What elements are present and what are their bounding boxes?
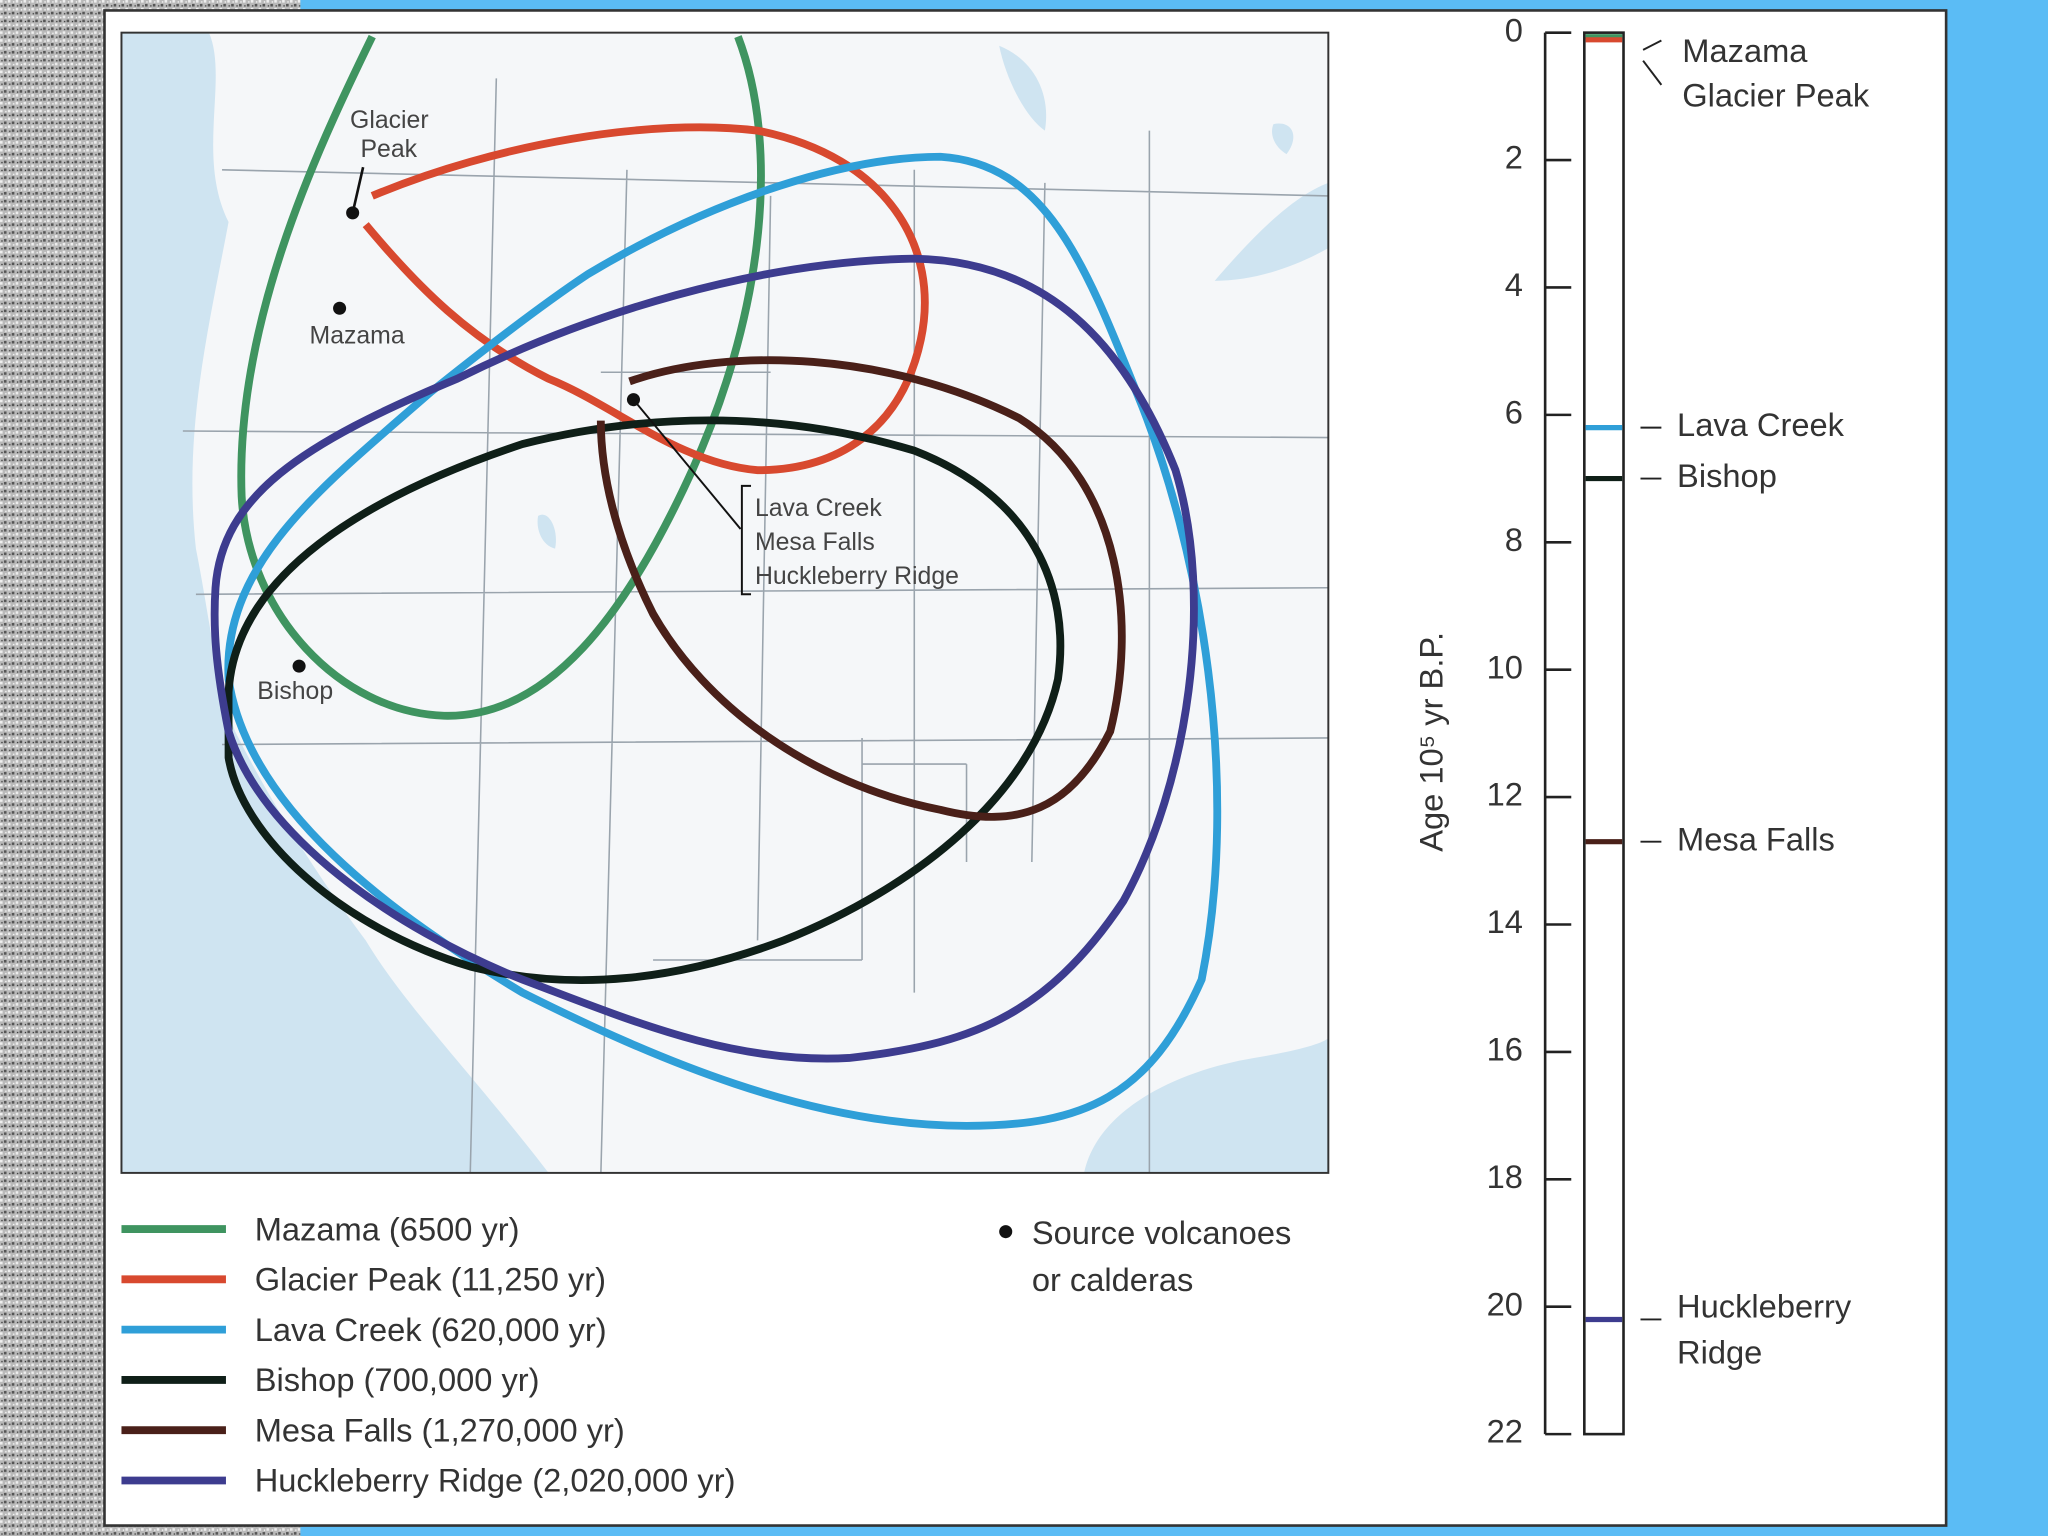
event-leader	[1642, 60, 1663, 86]
tick-label: 8	[1505, 521, 1523, 558]
tick-label: 6	[1505, 393, 1523, 430]
tick-label: 2	[1505, 139, 1523, 176]
tick-label: 12	[1487, 776, 1523, 813]
map-label: Huckleberry Ridge	[755, 563, 959, 590]
ocean	[121, 32, 549, 1173]
lake	[1214, 182, 1329, 281]
tick-label: 22	[1487, 1413, 1523, 1450]
map: Glacier Peak Mazama Bishop Lava Creek Me…	[121, 32, 1329, 1173]
ash-outline	[224, 152, 1222, 1130]
legend-label: Glacier Peak (11,250 yr)	[255, 1261, 606, 1298]
event-leader	[1642, 39, 1662, 51]
event-label: Huckleberry	[1677, 1288, 1852, 1325]
lake	[537, 514, 556, 549]
event-label: Bishop	[1677, 457, 1777, 494]
tick-label: 18	[1487, 1158, 1523, 1195]
event-label: Mesa Falls	[1677, 820, 1835, 857]
map-label: Bishop	[257, 678, 333, 705]
ash-outline	[362, 123, 929, 475]
tick-label: 4	[1505, 266, 1523, 303]
leader	[632, 399, 742, 530]
column	[1583, 31, 1625, 1436]
map-frame	[120, 31, 1330, 1174]
tick-label: 16	[1487, 1031, 1523, 1068]
ash-outline	[224, 416, 1065, 985]
ash-outline	[596, 356, 1126, 821]
lake	[999, 45, 1047, 131]
ash-outline	[237, 34, 765, 720]
event-label: Lava Creek	[1677, 406, 1845, 443]
legend-label: Lava Creek (620,000 yr)	[255, 1311, 607, 1348]
source-dot	[999, 1225, 1013, 1239]
axis-label: Age 10⁵ yr B.P.	[1413, 632, 1450, 852]
leader	[351, 166, 365, 214]
volcano-dot	[292, 659, 306, 673]
map-label: Mazama	[310, 323, 405, 350]
map-label: Mesa Falls	[755, 529, 875, 556]
legend-label: Mazama (6500 yr)	[255, 1210, 520, 1247]
legend-label: Huckleberry Ridge (2,020,000 yr)	[255, 1462, 736, 1499]
source-note: or calderas	[1032, 1261, 1193, 1298]
map-label: Glacier	[350, 107, 429, 134]
legend-label: Mesa Falls (1,270,000 yr)	[255, 1411, 625, 1448]
tick-label: 14	[1487, 903, 1523, 940]
tick-label: 0	[1505, 11, 1523, 48]
ash-outline	[210, 254, 1198, 1063]
bracket	[740, 484, 752, 596]
map-label: Lava Creek	[755, 495, 882, 522]
tick-label: 10	[1487, 648, 1523, 685]
gulf	[1084, 1038, 1329, 1173]
volcano-dot	[333, 301, 347, 315]
event-label: Mazama	[1682, 32, 1808, 69]
source-note: Source volcanoes	[1032, 1214, 1291, 1251]
tick-label: 20	[1487, 1285, 1523, 1322]
lake	[1272, 123, 1294, 155]
legend-label: Bishop (700,000 yr)	[255, 1361, 540, 1398]
event-label: Ridge	[1677, 1333, 1762, 1370]
event-label: Glacier Peak	[1682, 77, 1870, 114]
map-label: Peak	[360, 136, 417, 163]
